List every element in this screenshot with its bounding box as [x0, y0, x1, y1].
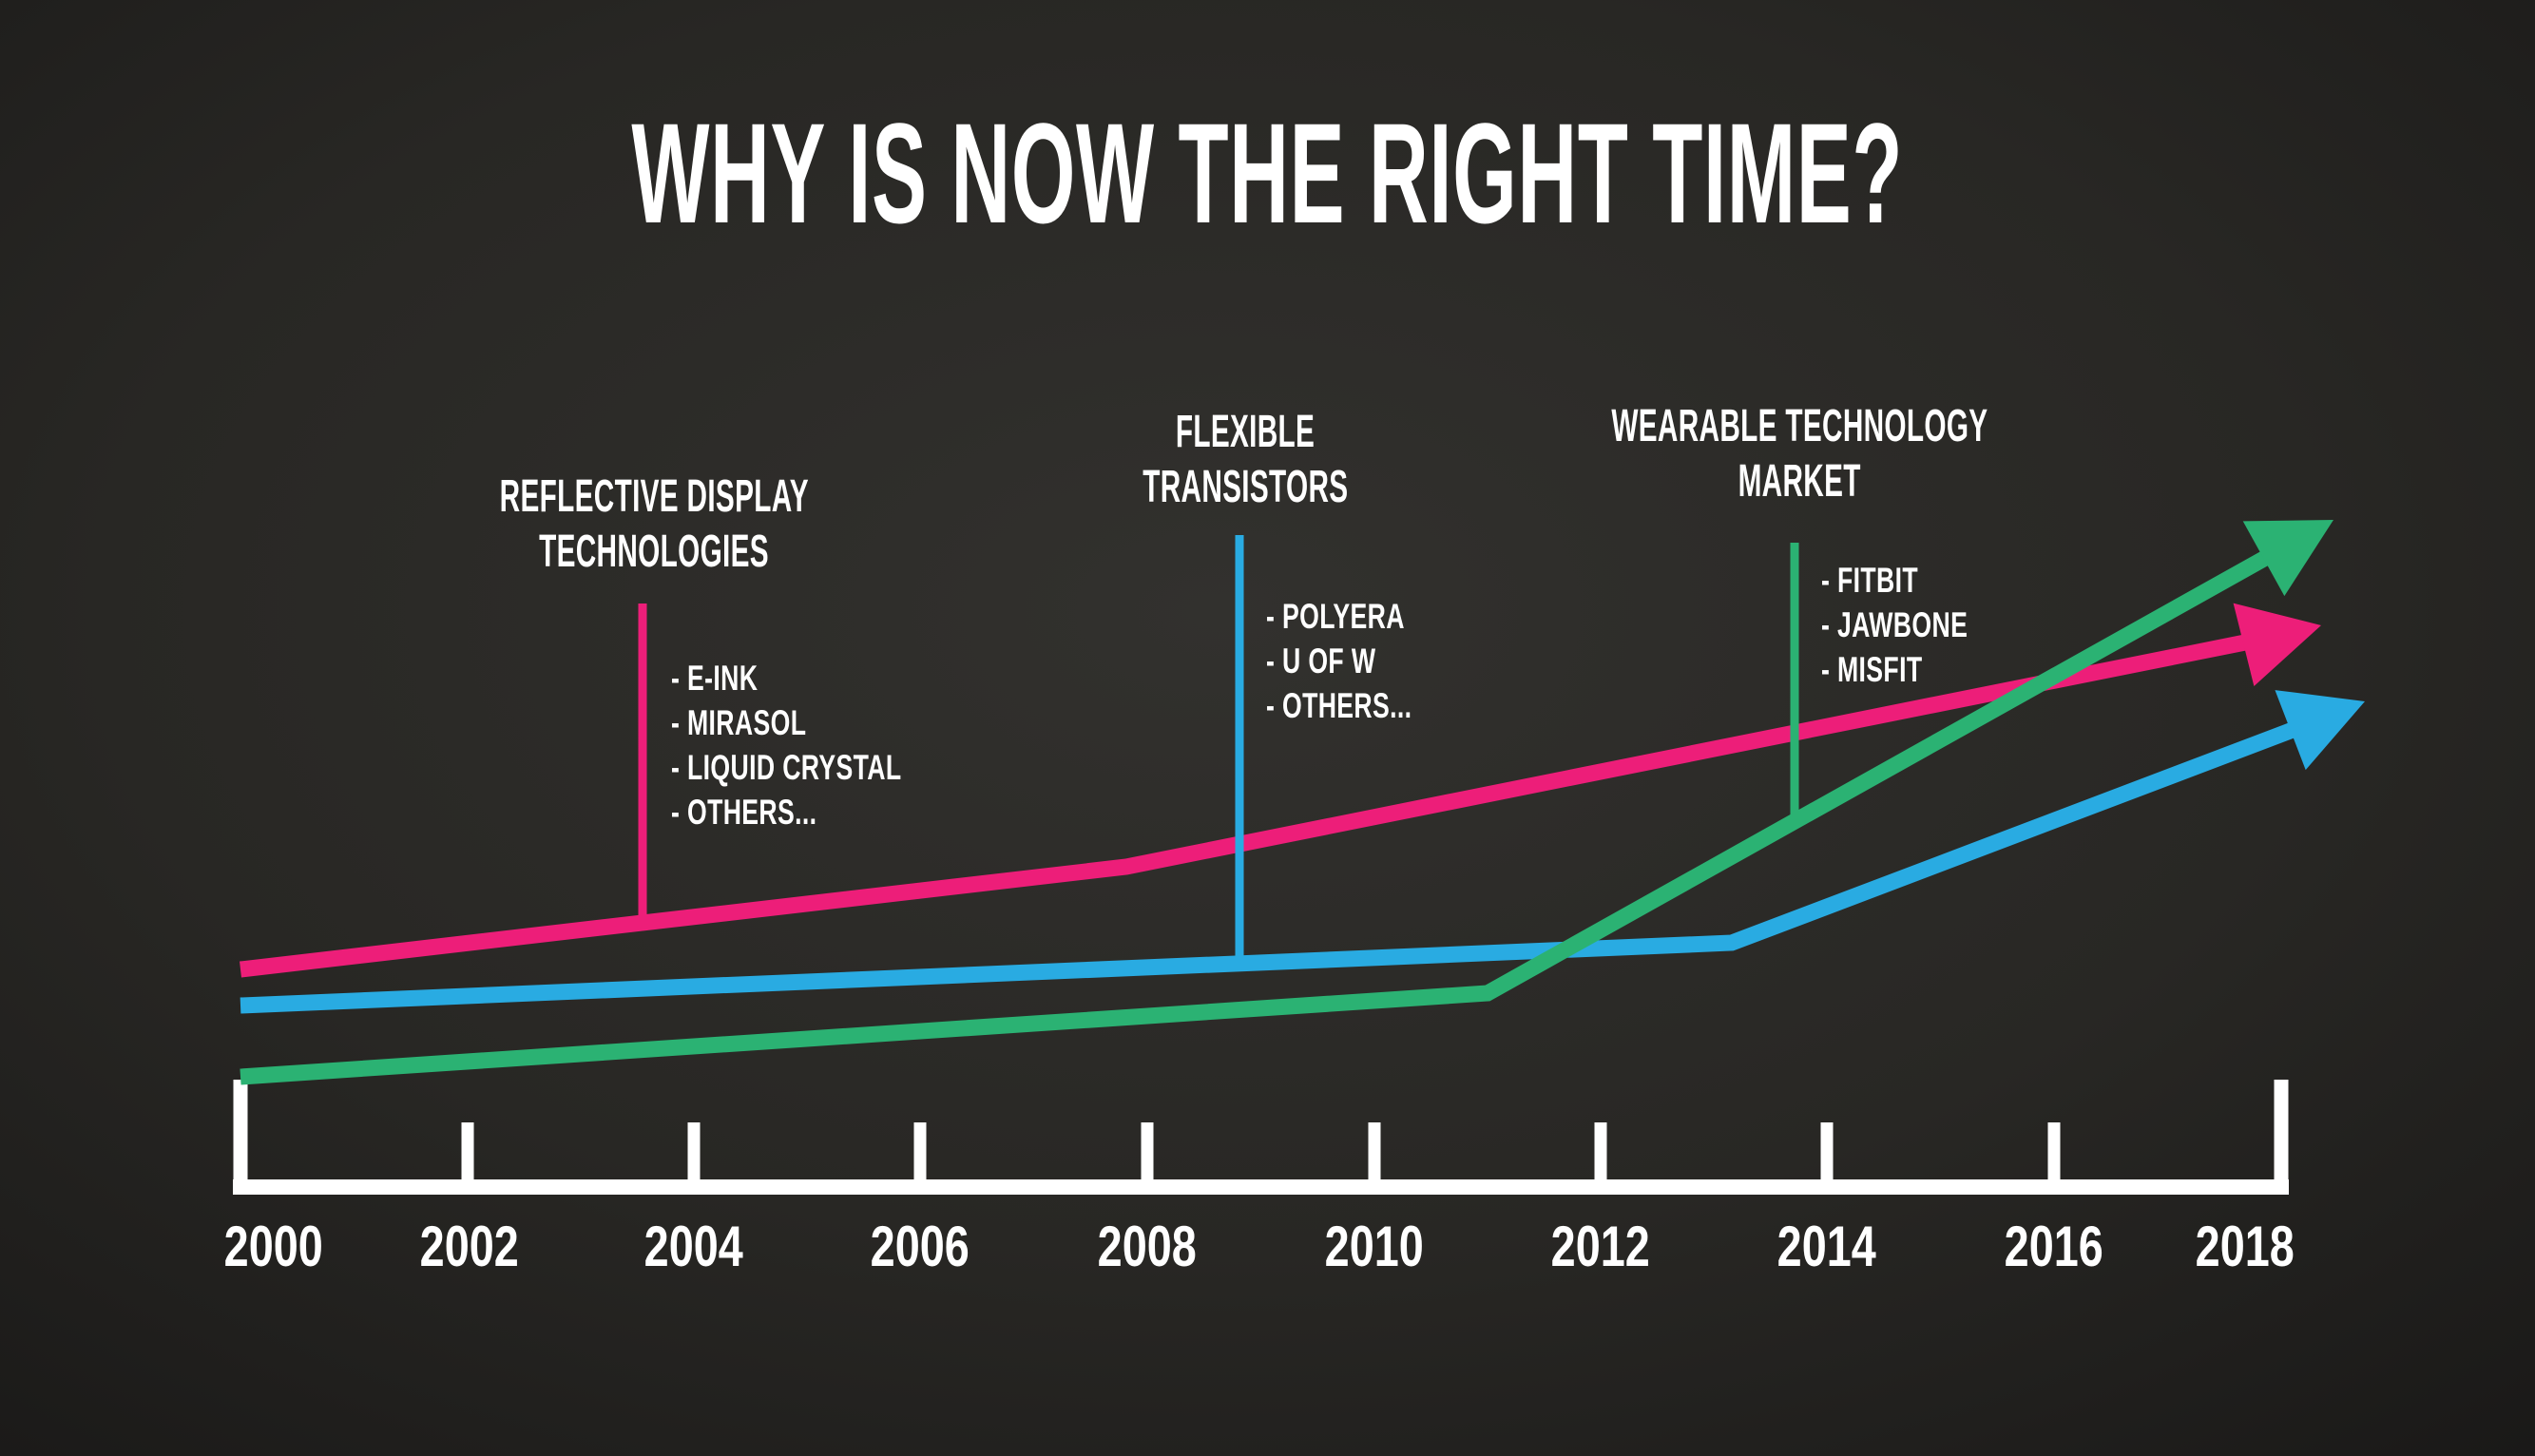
annotation-item: - FITBIT	[1821, 561, 1919, 600]
axis-label-2000: 2000	[223, 1215, 324, 1278]
axis-label-2002: 2002	[419, 1215, 520, 1278]
annotation-item: - E-INK	[671, 659, 759, 698]
annotation-heading-flexible-transistors: FLEXIBLE TRANSISTORS	[941, 405, 1549, 515]
axis-label-2010: 2010	[1324, 1215, 1425, 1278]
annotation-heading-wearable-market: WEARABLE TECHNOLOGY MARKET	[1495, 399, 2103, 509]
annotation-items-reflective-display: - E-INK - MIRASOL - LIQUID CRYSTAL - OTH…	[671, 656, 991, 834]
axis-label-2004: 2004	[643, 1215, 744, 1278]
annotation-item: - MIRASOL	[671, 703, 807, 742]
annotation-heading-line: MARKET	[1738, 456, 1861, 507]
arrowhead-flexible-transistors	[2275, 690, 2365, 771]
annotation-items-flexible-transistors: - POLYERA - U OF W - OTHERS...	[1266, 594, 1469, 728]
arrowhead-reflective-display	[2233, 603, 2321, 686]
annotation-item: - POLYERA	[1266, 597, 1405, 636]
page-title-text: WHY IS NOW THE RIGHT TIME?	[631, 93, 1904, 253]
x-axis	[233, 1080, 2289, 1195]
annotation-item: - JAWBONE	[1821, 605, 1968, 644]
annotation-item: - LIQUID CRYSTAL	[671, 748, 902, 787]
series-line-flexible-transistors	[240, 719, 2304, 1014]
annotation-heading-line: TECHNOLOGIES	[539, 527, 769, 577]
annotation-heading-line: REFLECTIVE DISPLAY	[499, 471, 809, 522]
annotation-heading-reflective-display: REFLECTIVE DISPLAY TECHNOLOGIES	[350, 469, 958, 580]
annotation-items-wearable-market: - FITBIT - JAWBONE - MISFIT	[1821, 558, 2025, 692]
page-title: WHY IS NOW THE RIGHT TIME?	[0, 97, 2535, 249]
annotation-heading-line: WEARABLE TECHNOLOGY	[1610, 401, 1988, 451]
annotation-item: - MISFIT	[1821, 650, 1923, 689]
series-line-reflective-display	[240, 632, 2257, 978]
axis-label-2012: 2012	[1550, 1215, 1651, 1278]
series-line-wearable-market	[240, 548, 2274, 1085]
annotation-item: - OTHERS...	[1266, 686, 1412, 725]
axis-label-2008: 2008	[1097, 1215, 1198, 1278]
annotation-item: - U OF W	[1266, 642, 1376, 680]
annotation-item: - OTHERS...	[671, 793, 817, 832]
annotation-heading-line: FLEXIBLE	[1175, 407, 1316, 457]
axis-label-2006: 2006	[870, 1215, 970, 1278]
axis-label-2018: 2018	[2195, 1215, 2295, 1278]
axis-label-2014: 2014	[1776, 1215, 1877, 1278]
axis-label-2016: 2016	[2004, 1215, 2104, 1278]
arrowhead-wearable-market	[2242, 520, 2333, 597]
annotation-heading-line: TRANSISTORS	[1142, 462, 1349, 512]
